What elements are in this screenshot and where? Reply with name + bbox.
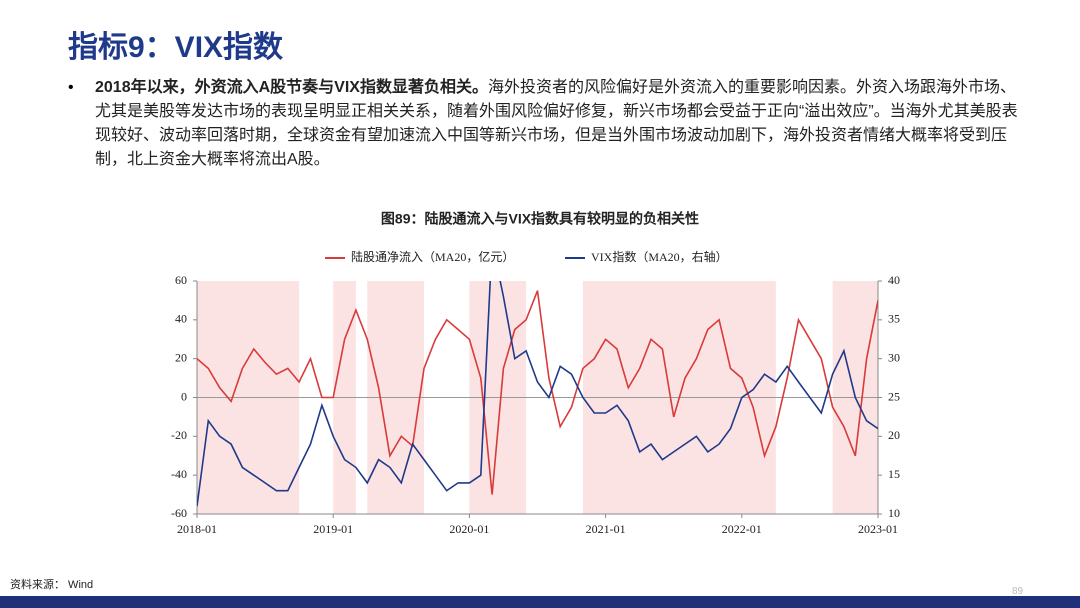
y-tick-label: -60 <box>171 506 187 520</box>
chart-title: 图89：陆股通流入与VIX指数具有较明显的负相关性 <box>381 211 699 227</box>
x-tick-label: 2019-01 <box>313 522 353 536</box>
series-line <box>197 290 878 495</box>
x-tick-label: 2020-01 <box>449 522 489 536</box>
legend-label: VIX指数（MA20，右轴） <box>591 249 728 264</box>
y2-tick-label: 10 <box>888 506 900 520</box>
x-tick-label: 2022-01 <box>722 522 762 536</box>
slide-title: 指标9：VIX指数 <box>68 31 284 64</box>
x-tick-label: 2018-01 <box>177 522 217 536</box>
bullet-body: 海外投资者的风险偏好是外资流入的重要影响因素。外资入场跟海外市场、尤其是美股等发… <box>95 79 1018 168</box>
page-number: 89 <box>1012 586 1024 597</box>
source: 资料来源： Wind <box>10 579 94 591</box>
footer-bar <box>0 596 1080 608</box>
y2-tick-label: 15 <box>888 467 900 481</box>
y2-tick-label: 20 <box>888 428 900 442</box>
legend-label: 陆股通净流入（MA20，亿元） <box>351 249 514 264</box>
y-tick-label: 0 <box>181 389 187 403</box>
chart: 图89：陆股通流入与VIX指数具有较明显的负相关性 -60 -40 -20 0 20 40… <box>171 211 900 536</box>
y-tick-label: 20 <box>175 350 187 364</box>
x-tick-label: 2021-01 <box>586 522 626 536</box>
series-line <box>197 281 878 507</box>
y-tick-label: -40 <box>171 467 187 481</box>
bullet-dot: • <box>68 79 74 96</box>
y2-tick-label: 25 <box>888 389 900 403</box>
bullet-bold: 2018年以来，外资流入A股节奏与VIX指数显著负相关。 <box>95 79 488 96</box>
y2-tick-label: 40 <box>888 273 900 287</box>
y2-tick-label: 30 <box>888 350 900 364</box>
y2-tick-label: 35 <box>888 312 900 326</box>
y-tick-label: 60 <box>175 273 187 287</box>
y-tick-label: 40 <box>175 312 187 326</box>
bullet-text: 2018年以来，外资流入A股节奏与VIX指数显著负相关。海外投资者的风险偏好是外… <box>95 76 1025 172</box>
x-tick-label: 2023-01 <box>858 522 898 536</box>
y-tick-label: -20 <box>171 428 187 442</box>
